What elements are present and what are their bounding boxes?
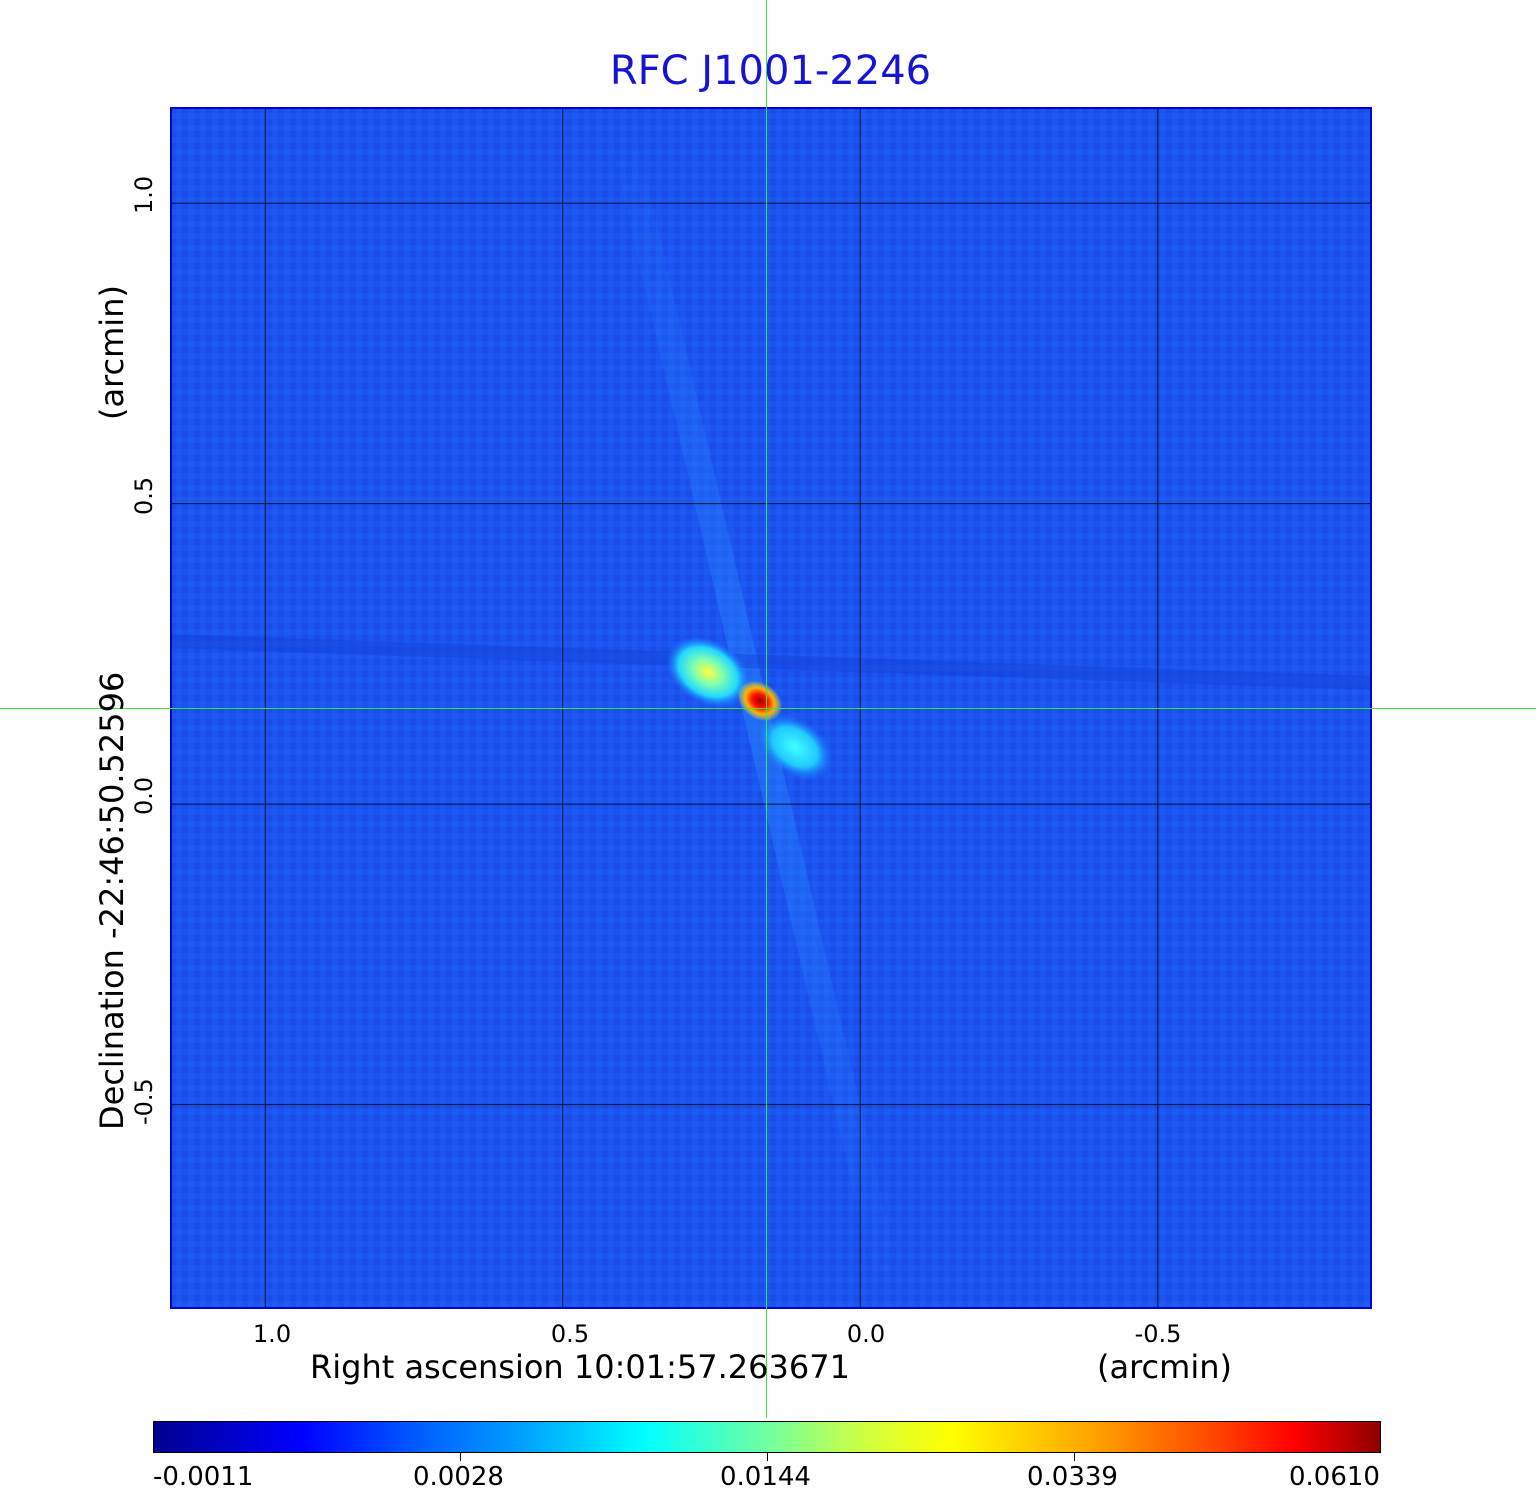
colorbar-tick	[767, 1453, 768, 1461]
colorbar-label: 0.0144	[720, 1462, 811, 1492]
source-lobe-southeast	[757, 713, 833, 781]
y-tick-label: 1.0	[130, 175, 158, 214]
x-axis-units: (arcmin)	[1097, 1348, 1232, 1386]
colorbar-label: 0.0610	[1289, 1462, 1380, 1492]
source-core	[737, 680, 783, 722]
source-lobe-northwest	[665, 636, 751, 708]
colorbar-tick	[460, 1453, 461, 1461]
y-tick-label: 0.0	[130, 776, 158, 815]
colorbar	[153, 1421, 1381, 1453]
sidelobe-streak-horizontal	[170, 634, 1372, 691]
x-tick-label: 1.0	[252, 1320, 292, 1348]
y-axis-units: (arcmin)	[93, 285, 131, 420]
x-tick-label: 0.0	[846, 1320, 886, 1348]
crosshair-vertical	[766, 0, 767, 1418]
colorbar-label: -0.0011	[153, 1462, 254, 1492]
y-tick-label: -0.5	[130, 1078, 158, 1125]
y-axis-label: Declination -22:46:50.52596	[93, 671, 131, 1130]
y-tick-label: 0.5	[130, 476, 158, 515]
plot-title: RFC J1001-2246	[609, 48, 932, 94]
colorbar-label: 0.0028	[413, 1462, 504, 1492]
x-axis-label: Right ascension 10:01:57.263671	[310, 1348, 850, 1386]
colorbar-label: 0.0339	[1027, 1462, 1118, 1492]
colorbar-tick	[1074, 1453, 1075, 1461]
x-tick-label: 0.5	[550, 1320, 590, 1348]
x-tick-label: -0.5	[1134, 1320, 1182, 1348]
crosshair-horizontal	[0, 708, 1536, 709]
